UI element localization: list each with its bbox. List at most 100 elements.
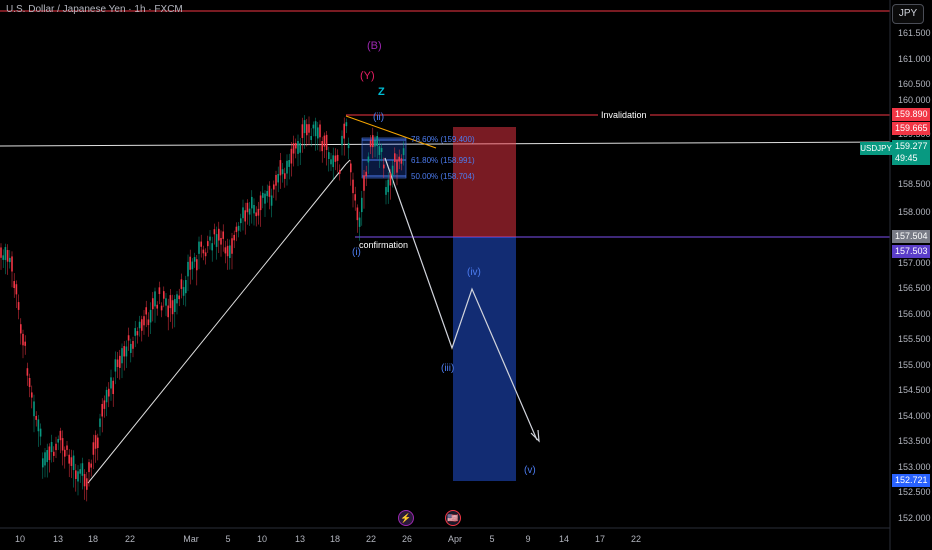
- candle-body: [380, 148, 383, 152]
- price-label: 157.000: [898, 258, 931, 268]
- candle-body: [398, 156, 400, 162]
- price-label: 161.500: [898, 28, 931, 38]
- candle-body: [317, 127, 319, 139]
- candle-body: [215, 234, 218, 247]
- uptrend-line-1[interactable]: [87, 163, 347, 484]
- candle-body: [209, 236, 211, 241]
- wave-label-iv: (iv): [467, 267, 481, 278]
- candle-body: [352, 179, 354, 194]
- candle-body: [372, 135, 374, 148]
- candle-body: [336, 154, 339, 161]
- candle-body: [185, 280, 187, 294]
- candle-body: [235, 226, 238, 233]
- candle-body: [262, 192, 264, 198]
- candle-body: [376, 135, 378, 147]
- candle-body: [46, 450, 48, 463]
- price-badge-target: 152.721: [892, 474, 930, 487]
- candle-body: [178, 295, 180, 300]
- candle-body: [253, 205, 255, 214]
- wave-label-i: (i): [352, 247, 361, 258]
- orange-trend-line[interactable]: [345, 115, 437, 149]
- candle-body: [343, 123, 345, 139]
- candle-body: [244, 210, 246, 222]
- candle-body: [6, 250, 9, 262]
- price-label: 153.500: [898, 436, 931, 446]
- stop-loss-zone[interactable]: [453, 127, 516, 237]
- candle-body: [112, 380, 114, 395]
- wave-projection[interactable]: [384, 157, 538, 441]
- candle-body: [237, 225, 240, 231]
- currency-button[interactable]: JPY: [892, 4, 924, 24]
- candle-body: [220, 237, 222, 245]
- candle-body: [94, 435, 97, 449]
- candle-body: [378, 146, 381, 155]
- candle-body: [138, 321, 141, 329]
- candle-body: [248, 208, 251, 215]
- candle-body: [169, 295, 172, 309]
- price-label: 153.000: [898, 462, 931, 472]
- fib-label-500: 50.00% (158.704): [411, 172, 475, 181]
- candle-body: [176, 294, 178, 304]
- candle-body: [391, 165, 394, 176]
- candle-body: [116, 359, 119, 367]
- candle-body: [295, 142, 297, 149]
- candle-body: [147, 319, 150, 326]
- time-label: 22: [124, 534, 136, 544]
- time-label: Apr: [447, 534, 463, 544]
- candle-body: [332, 155, 334, 168]
- candle-body: [42, 458, 44, 468]
- candle-body: [288, 160, 290, 167]
- time-label: 10: [256, 534, 268, 544]
- price-label: 152.500: [898, 487, 931, 497]
- candle-body: [158, 287, 161, 295]
- candle-body: [22, 333, 24, 346]
- lightning-event-icon[interactable]: ⚡: [398, 510, 414, 526]
- candles: [0, 115, 405, 502]
- candle-body: [9, 257, 11, 263]
- wave-label-ii: (ii): [373, 112, 385, 123]
- time-label: 5: [225, 534, 231, 544]
- wave-label-Z: Z: [378, 86, 385, 98]
- candle-body: [17, 302, 20, 310]
- time-label: 10: [14, 534, 26, 544]
- candle-body: [163, 291, 165, 299]
- candle-body: [189, 256, 191, 270]
- candle-body: [310, 136, 312, 141]
- horizontal-line[interactable]: [0, 141, 891, 147]
- candle-body: [365, 171, 367, 177]
- candle-body: [11, 256, 13, 272]
- candle-body: [400, 158, 403, 164]
- candle-body: [61, 438, 64, 451]
- candle-body: [385, 187, 387, 195]
- time-label: 18: [87, 534, 99, 544]
- candle-body: [218, 228, 220, 241]
- candle-body: [31, 392, 33, 398]
- candle-body: [99, 418, 101, 427]
- candle-body: [279, 160, 282, 176]
- candle-body: [127, 335, 130, 341]
- candle-body: [281, 169, 284, 175]
- candle-body: [312, 124, 315, 129]
- candle-body: [350, 163, 352, 173]
- candle-body: [88, 462, 90, 473]
- candle-body: [57, 438, 59, 443]
- price-badge-last: 159.277: [892, 140, 930, 153]
- us-flag-event-icon[interactable]: 🇺🇸: [445, 510, 461, 526]
- candle-body: [70, 457, 73, 466]
- candle-body: [13, 281, 15, 289]
- candle-body: [207, 241, 209, 247]
- candle-body: [121, 348, 123, 364]
- candle-body: [154, 291, 156, 307]
- candle-body: [347, 143, 350, 149]
- candle-body: [182, 287, 185, 296]
- price-label: 158.500: [898, 179, 931, 189]
- candle-body: [259, 195, 262, 211]
- take-profit-zone[interactable]: [453, 237, 516, 481]
- price-label: 161.000: [898, 54, 931, 64]
- candle-body: [290, 148, 293, 164]
- candle-body: [77, 471, 79, 482]
- candle-body: [367, 156, 370, 163]
- candle-body: [37, 419, 40, 432]
- candle-body: [59, 430, 62, 441]
